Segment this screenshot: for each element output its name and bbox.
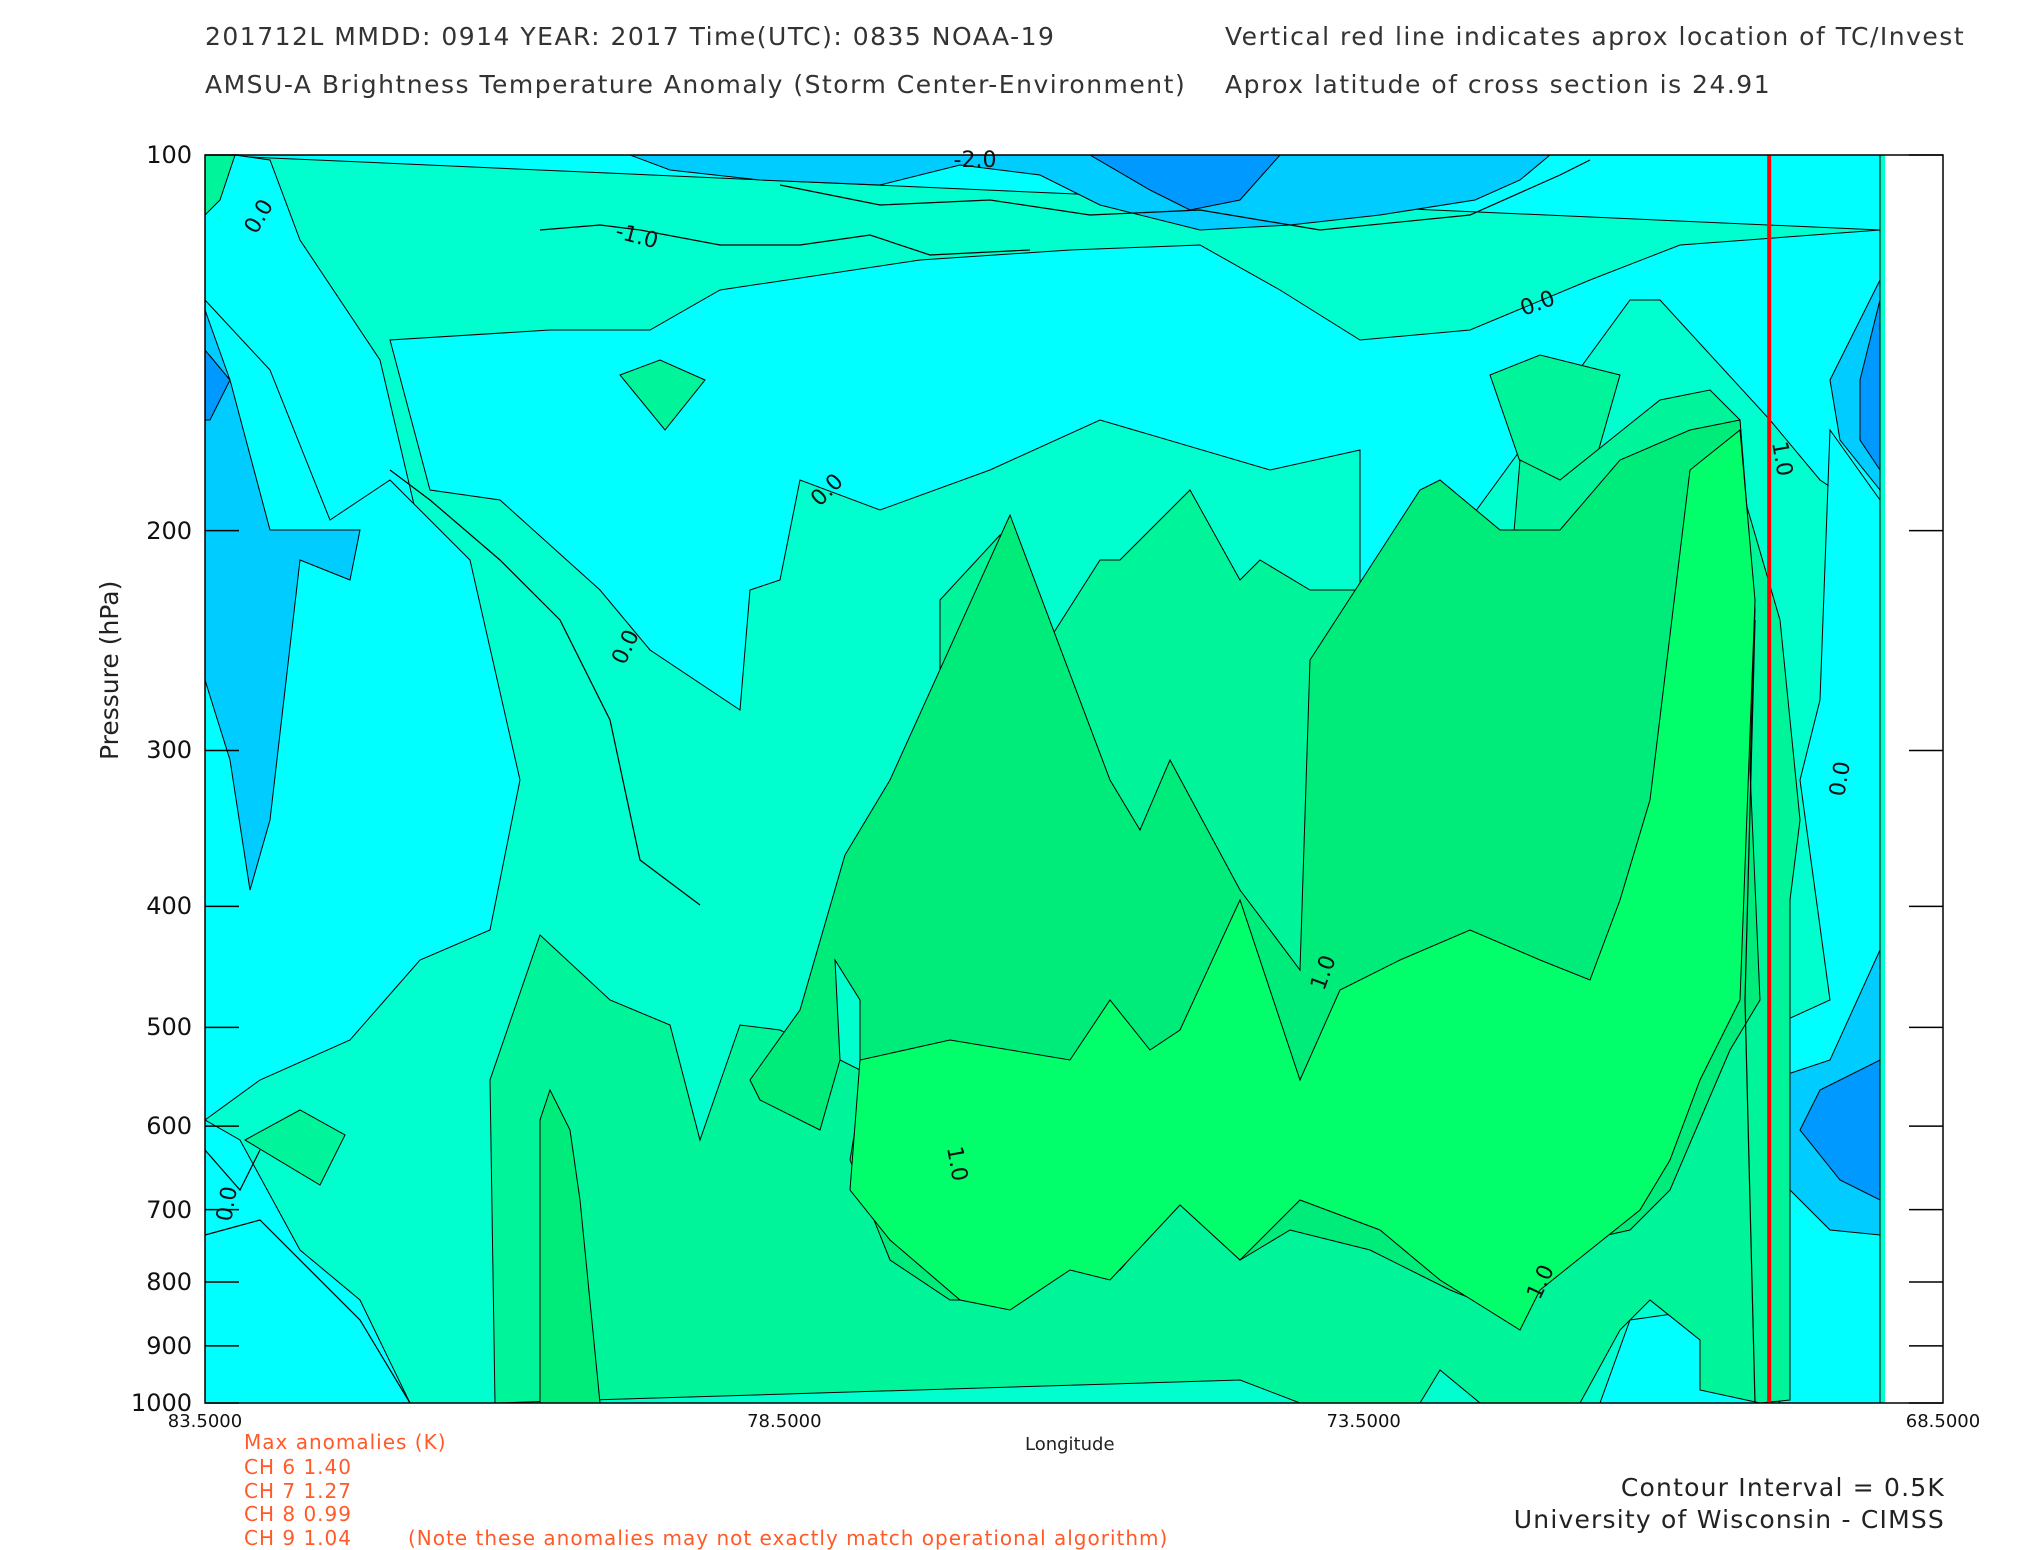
max-anomalies-title: Max anomalies (K) [244, 1430, 447, 1454]
x-tick-label: 78.5000 [747, 1411, 822, 1432]
field-upper-cyan [204, 154, 1881, 711]
y-tick-label: 600 [146, 1112, 192, 1141]
contour-label-11: 0.0 [1825, 759, 1856, 798]
x-axis-label: Longitude [1025, 1434, 1115, 1455]
field-blob-green-a [619, 359, 706, 431]
field-right-blue [1859, 299, 1881, 472]
field-left-column-cyan [204, 298, 521, 1121]
y-tick-label: 300 [146, 736, 192, 765]
header-line-3: Vertical red line indicates aprox locati… [1225, 22, 1966, 51]
field-top-lightblue [629, 154, 1552, 231]
y-tick-label: 500 [146, 1013, 192, 1042]
contour-label-12: 0.0 [212, 1184, 243, 1223]
contour-fill-layer [204, 154, 1886, 1404]
credit-label: University of Wisconsin - CIMSS [1513, 1505, 1945, 1534]
header-line-4: Aprox latitude of cross section is 24.91 [1225, 70, 1772, 99]
y-tick-label: 800 [146, 1268, 192, 1297]
axes-layer [204, 154, 1944, 1404]
channel-anomaly-9: CH 9 1.04 [244, 1526, 352, 1550]
contour-interval-label: Contour Interval = 0.5K [1620, 1473, 1945, 1502]
y-tick-label: 200 [146, 516, 192, 545]
x-tick-label: 68.5000 [1905, 1411, 1981, 1432]
channel-anomaly-6: CH 6 1.40 [244, 1455, 352, 1479]
header-line-1: 201712L MMDD: 0914 YEAR: 2017 Time(UTC):… [205, 22, 1056, 51]
contour-label-3: -2.0 [954, 148, 997, 173]
plot-frame [204, 154, 1944, 1404]
channel-anomaly-7: CH 7 1.27 [244, 1479, 352, 1503]
anomaly-note: (Note these anomalies may not exactly ma… [408, 1526, 1169, 1550]
contour-line-6 [1744, 619, 1756, 1404]
contour-line-layer [204, 159, 1756, 1404]
y-tick-label: 400 [146, 892, 192, 921]
y-tick-label: 900 [146, 1331, 192, 1360]
field-blob-green-c [243, 1109, 346, 1186]
y-tick-label: 1000 [130, 1389, 192, 1417]
x-tick-label: 83.5000 [167, 1411, 243, 1432]
contour-line-5 [204, 1149, 261, 1192]
header-line-2: AMSU-A Brightness Temperature Anomaly (S… [205, 70, 1187, 99]
contour-label-9: 1.0 [941, 1144, 972, 1183]
field-peak-green [849, 429, 1756, 1331]
no-data-region [1885, 155, 1943, 1403]
field-left-lightblue [204, 309, 361, 891]
contour-line-2 [779, 159, 1591, 231]
field-right-blue-low [1799, 1059, 1881, 1201]
contour-line-3 [389, 469, 701, 906]
contour-line-1 [539, 224, 1031, 256]
contour-line-4 [204, 1219, 411, 1404]
y-tick-label: 700 [146, 1195, 192, 1224]
channel-anomaly-8: CH 8 0.99 [244, 1502, 352, 1526]
y-tick-label: 100 [146, 141, 192, 169]
y-axis-label: Pressure (hPa) [95, 580, 124, 760]
x-tick-label: 73.5000 [1326, 1411, 1401, 1432]
